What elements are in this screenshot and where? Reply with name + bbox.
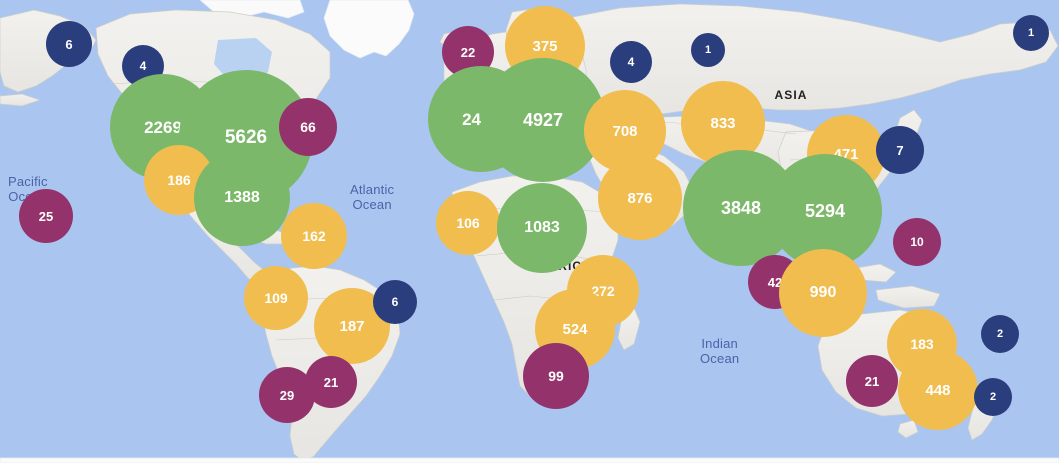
cluster-marker-w-africa[interactable]: 106	[436, 191, 500, 255]
cluster-marker-central-africa[interactable]: 1083	[497, 183, 587, 273]
landmass-greenland	[323, 0, 415, 59]
cluster-marker-far-east-edge[interactable]: 1	[1013, 15, 1049, 51]
cluster-marker-nw-russia[interactable]: 4	[610, 41, 652, 83]
cluster-marker-chile[interactable]: 29	[259, 367, 315, 423]
landmass-aleutians	[0, 93, 41, 107]
cluster-marker-s-africa[interactable]: 99	[523, 343, 589, 409]
landmass-antarctic-edge	[0, 457, 1059, 463]
landmass-new-guinea	[875, 285, 941, 309]
cluster-marker-se-australia[interactable]: 448	[898, 350, 978, 430]
cluster-marker-hawaii[interactable]: 25	[19, 189, 73, 243]
cluster-marker-sw-australia[interactable]: 21	[846, 355, 898, 407]
cluster-marker-middle-east[interactable]: 876	[598, 156, 682, 240]
cluster-marker-japan[interactable]: 7	[876, 126, 924, 174]
cluster-marker-caribbean[interactable]: 162	[281, 203, 347, 269]
cluster-marker-new-zealand[interactable]: 2	[974, 378, 1012, 416]
cluster-marker-w-pacific[interactable]: 10	[893, 218, 941, 266]
cluster-marker-atlantic-sa[interactable]: 6	[373, 280, 417, 324]
cluster-marker-indonesia[interactable]: 990	[779, 249, 867, 337]
cluster-marker-gulf-usa[interactable]: 1388	[194, 150, 290, 246]
cluster-marker-alaska[interactable]: 6	[46, 21, 92, 67]
cluster-marker-ne-canada[interactable]: 66	[279, 98, 337, 156]
cluster-marker-n-russia[interactable]: 1	[691, 33, 725, 67]
cluster-marker-s-pacific-1[interactable]: 2	[981, 315, 1019, 353]
cluster-marker-nw-samerica[interactable]: 109	[244, 266, 308, 330]
